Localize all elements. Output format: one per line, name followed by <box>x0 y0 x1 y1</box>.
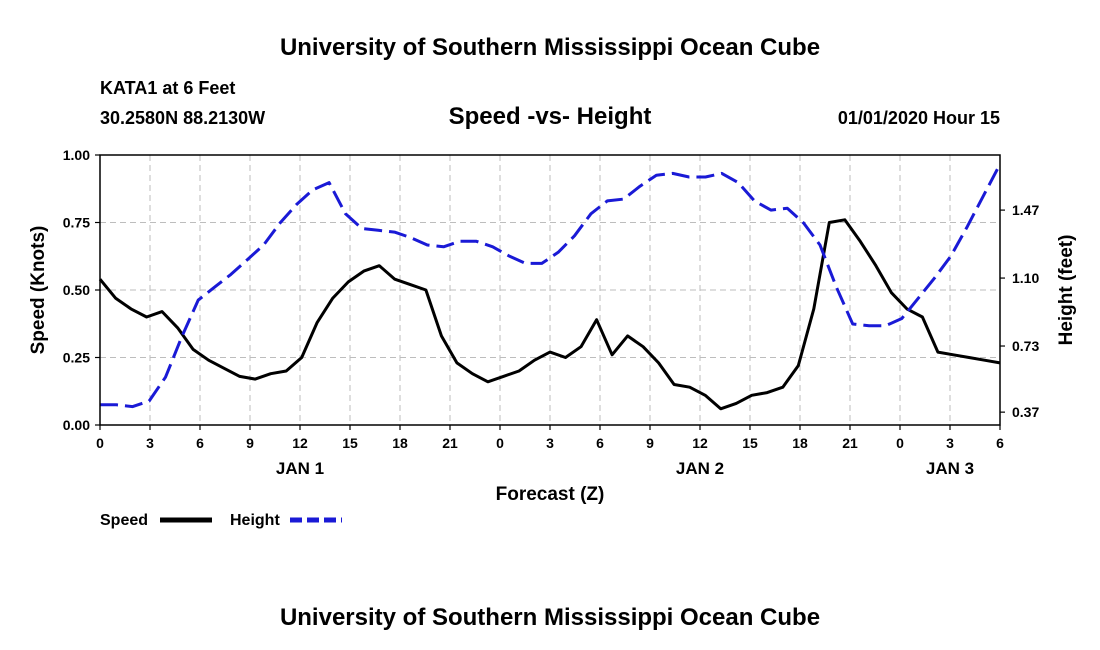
date-label: JAN 1 <box>276 459 324 478</box>
y2-tick-label: 0.37 <box>1012 404 1039 420</box>
y2-axis-label: Height (feet) <box>1056 235 1077 346</box>
x-tick-label: 12 <box>292 435 308 451</box>
x-tick-label: 9 <box>646 435 654 451</box>
y-tick-label: 1.00 <box>63 147 90 163</box>
legend-height-label: Height <box>230 512 280 529</box>
x-tick-label: 3 <box>146 435 154 451</box>
x-tick-label: 15 <box>342 435 358 451</box>
date-label: JAN 3 <box>926 459 974 478</box>
y2-tick-label: 1.47 <box>1012 202 1039 218</box>
x-tick-label: 6 <box>596 435 604 451</box>
legend-speed-label: Speed <box>100 512 148 529</box>
coordinates-label: 30.2580N 88.2130W <box>100 108 265 128</box>
y-tick-label: 0.50 <box>63 282 90 298</box>
chart-title: Speed -vs- Height <box>449 103 652 130</box>
x-tick-label: 6 <box>196 435 204 451</box>
footer-title: University of Southern Mississippi Ocean… <box>280 604 820 631</box>
grid-lines <box>100 155 1000 425</box>
x-tick-label: 3 <box>946 435 954 451</box>
y-tick-label: 0.00 <box>63 417 90 433</box>
y2-tick-label: 1.10 <box>1012 270 1039 286</box>
series-line-height <box>100 163 1002 409</box>
x-tick-label: 0 <box>896 435 904 451</box>
x-tick-label: 0 <box>96 435 104 451</box>
x-axis-label: Forecast (Z) <box>496 484 605 505</box>
series-layer <box>98 163 1002 411</box>
legend: Speed Height <box>100 512 342 529</box>
y-tick-label: 0.25 <box>63 350 90 366</box>
y-tick-label: 0.75 <box>63 215 90 231</box>
x-tick-label: 21 <box>442 435 458 451</box>
date-label: JAN 2 <box>676 459 724 478</box>
page-title: University of Southern Mississippi Ocean… <box>280 34 820 61</box>
x-tick-label: 18 <box>392 435 408 451</box>
x-tick-label: 21 <box>842 435 858 451</box>
x-tick-label: 9 <box>246 435 254 451</box>
y-axis-label: Speed (Knots) <box>28 226 49 355</box>
datetime-label: 01/01/2020 Hour 15 <box>838 108 1000 128</box>
x-tick-label: 6 <box>996 435 1004 451</box>
x-tick-label: 18 <box>792 435 808 451</box>
axis-ticks: 0 3 6 9 12 15 18 21 0 3 6 9 12 15 18 21 0 3 6 0.00 0.25 0.50 0… <box>63 147 1040 478</box>
series-line-speed <box>98 218 1001 411</box>
x-tick-label: 0 <box>496 435 504 451</box>
y2-tick-label: 0.73 <box>1012 338 1039 354</box>
station-label: KATA1 at 6 Feet <box>100 78 235 98</box>
x-tick-label: 15 <box>742 435 758 451</box>
x-tick-label: 12 <box>692 435 708 451</box>
x-tick-label: 3 <box>546 435 554 451</box>
